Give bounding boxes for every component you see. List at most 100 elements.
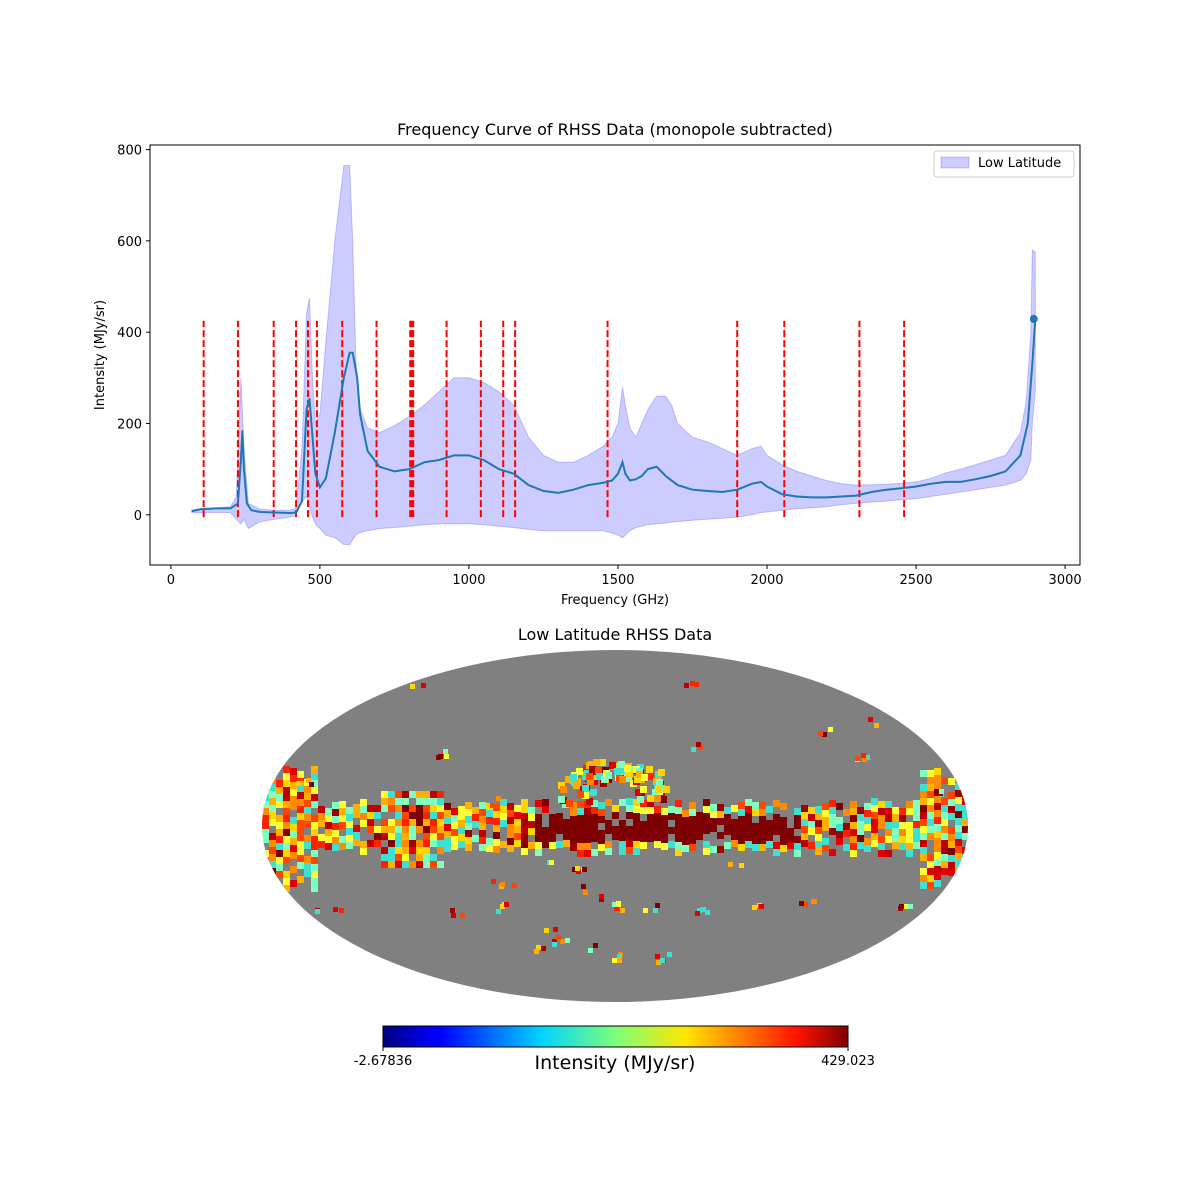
map-pixel [570,844,577,851]
map-pixel [388,854,395,861]
map-pixel [617,954,622,959]
map-pixel [647,814,654,821]
map-pixel [864,824,871,831]
map-pixel [864,845,871,852]
map-pixel [637,764,644,771]
map-pixel [438,754,443,759]
map-pixel [766,841,773,848]
map-pixel [892,835,899,842]
map-pixel [878,850,885,857]
map-pixel [815,848,822,855]
map-pixel [460,913,465,918]
map-pixel [633,806,640,813]
map-pixel [745,841,752,848]
map-pixel [381,819,388,826]
map-pixel [269,791,276,798]
map-pixel [262,829,269,836]
map-pixel [514,805,521,812]
map-pixel [612,958,617,963]
map-pixel [381,861,388,868]
map-pixel [752,837,759,844]
map-pixel [542,806,549,813]
map-pixel [486,845,493,852]
map-pixel [493,804,500,811]
map-pixel [269,847,276,854]
map-pixel [304,793,311,800]
map-pixel [528,821,535,828]
map-pixel [675,807,682,814]
map-pixel [654,813,661,820]
map-pixel [290,866,297,873]
map-pixel [491,879,496,884]
map-pixel [465,823,472,830]
map-pixel [430,833,437,840]
map-pixel [815,834,822,841]
map-pixel [689,816,696,823]
map-pixel [780,831,787,838]
map-pixel [829,821,836,828]
map-pixel [388,805,395,812]
map-pixel [822,732,827,737]
map-pixel [500,882,505,887]
map-pixel [941,826,948,833]
map-pixel [962,826,968,833]
map-pixel [339,822,346,829]
map-pixel [409,791,416,798]
map-pixel [577,850,584,857]
map-pixel [269,819,276,826]
map-pixel [927,833,934,840]
map-pixel [381,826,388,833]
map-pixel [857,828,864,835]
map-pixel [647,835,654,842]
map-pixel [861,753,866,758]
map-pixel [283,773,290,780]
map-pixel [416,798,423,805]
legend: Low Latitude [933,150,1075,178]
map-pixel [521,820,528,827]
map-pixel [822,838,829,845]
map-pixel [612,812,619,819]
map-pixel [388,840,395,847]
map-pixel [588,761,595,768]
map-pixel [577,829,584,836]
map-pixel [458,827,465,834]
map-pixel [311,829,318,836]
map-pixel [544,928,549,933]
series-band-low-latitude [191,165,1036,545]
map-pixel [577,808,584,815]
map-pixel [689,844,696,851]
map-pixel [794,822,801,829]
map-pixel [423,819,430,826]
map-pixel [451,843,458,850]
map-pixel [311,857,318,864]
map-pixel [934,782,941,789]
map-pixel [269,875,276,882]
map-pixel [591,778,598,785]
map-pixel [269,784,276,791]
map-pixel [346,814,353,821]
map-pixel [583,890,588,895]
map-pixel [586,773,593,780]
map-pixel [619,834,626,841]
map-pixel [416,819,423,826]
map-pixel [416,791,423,798]
map-pixel [556,827,563,834]
map-pixel [549,835,556,842]
map-pixel [752,844,759,851]
map-pixel [395,847,402,854]
map-pixel [656,960,661,965]
map-pixel [654,827,661,834]
map-pixel [409,819,416,826]
map-pixel [493,818,500,825]
map-pixel [710,818,717,825]
map-pixel [504,902,509,907]
map-pixel [654,795,661,802]
map-pixel [582,867,587,872]
map-pixel [941,868,948,875]
map-pixel [710,811,717,818]
map-pixel [724,842,731,849]
map-pixel [626,798,633,805]
map-pixel [311,787,318,794]
map-pixel [395,805,402,812]
map-pixel [587,778,594,785]
